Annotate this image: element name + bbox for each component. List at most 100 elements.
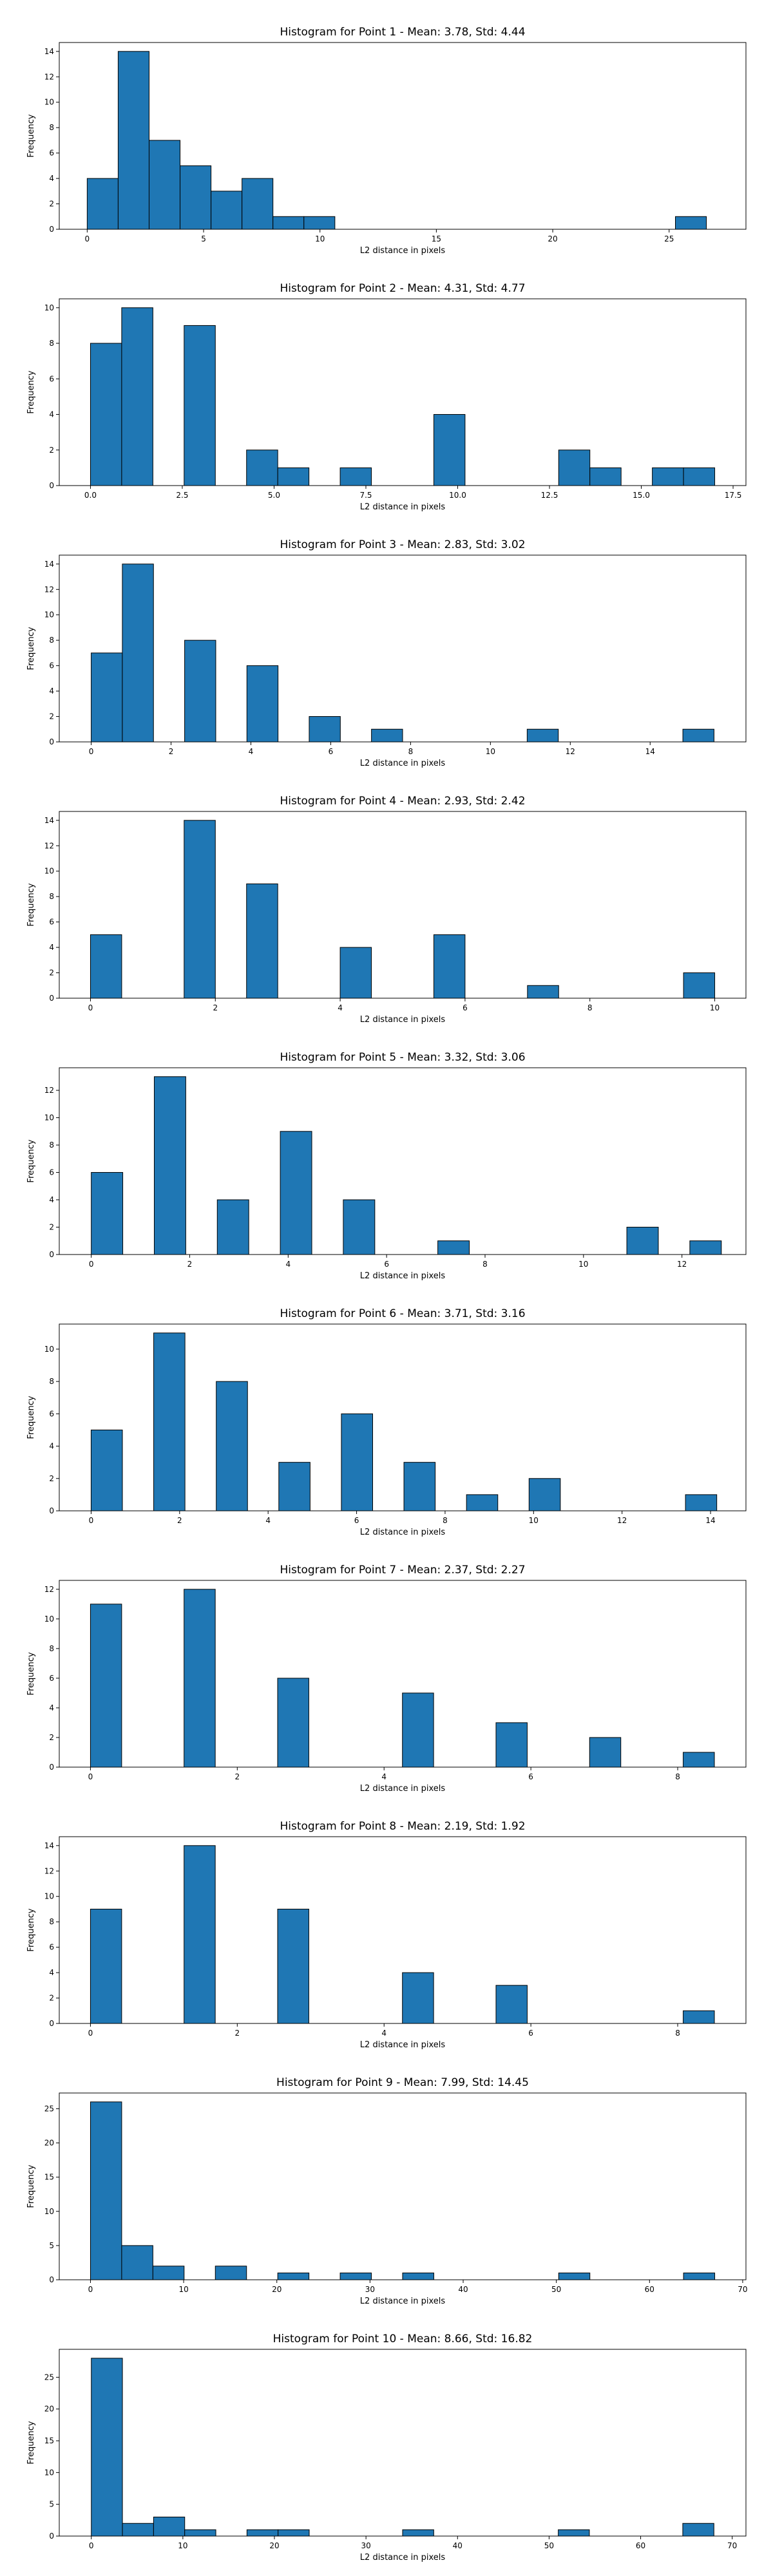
- histogram-bar: [437, 1240, 470, 1255]
- x-axis-label: L2 distance in pixels: [360, 2297, 446, 2306]
- histogram-bar: [184, 820, 216, 999]
- x-tick-label: 10: [315, 234, 325, 243]
- histogram-bar: [184, 1589, 216, 1768]
- y-tick-label: 12: [44, 1086, 54, 1095]
- histogram-bar: [682, 728, 714, 743]
- histogram-bar: [153, 1076, 186, 1255]
- histogram-chart-1: Histogram for Point 1 - Mean: 3.78, Std:…: [26, 26, 747, 256]
- histogram-bar: [683, 2272, 716, 2280]
- y-tick-label: 4: [49, 174, 54, 183]
- x-tick-label: 5.0: [268, 491, 280, 500]
- x-tick-label: 8: [443, 1516, 448, 1525]
- y-tick-label: 14: [44, 1841, 54, 1850]
- histogram-bar: [216, 1199, 249, 1255]
- y-axis-label: Frequency: [26, 883, 36, 926]
- y-tick-label: 25: [44, 2372, 54, 2382]
- x-tick-label: 4: [249, 747, 254, 756]
- histogram-bar: [246, 883, 278, 999]
- x-tick-label: 12: [566, 747, 575, 756]
- y-tick-label: 2: [49, 200, 54, 209]
- y-tick-label: 4: [49, 410, 54, 419]
- chart-title: Histogram for Point 8 - Mean: 2.19, Std:…: [280, 1820, 525, 1833]
- y-tick-label: 0: [49, 2275, 54, 2284]
- x-tick-label: 60: [645, 2285, 654, 2294]
- histogram-bar: [339, 2272, 372, 2280]
- histogram-bar: [466, 1494, 499, 1511]
- x-tick-label: 50: [544, 2541, 554, 2550]
- y-tick-label: 10: [44, 1345, 54, 1354]
- x-tick-label: 50: [551, 2285, 561, 2294]
- histogram-bar: [184, 639, 216, 743]
- y-tick-label: 12: [44, 841, 54, 850]
- y-tick-label: 12: [44, 1866, 54, 1875]
- y-axis-label: Frequency: [26, 1908, 36, 1951]
- histogram-bar: [495, 1722, 528, 1768]
- y-tick-label: 0: [49, 1506, 54, 1515]
- y-tick-label: 2: [49, 446, 54, 455]
- histogram-bar: [495, 1985, 528, 2024]
- x-tick-label: 10: [178, 2285, 188, 2294]
- plot-frame: [59, 1580, 747, 1768]
- histogram-bar: [278, 2529, 310, 2537]
- y-tick-label: 2: [49, 1474, 54, 1483]
- histogram-bar: [339, 467, 372, 486]
- x-tick-label: 15.0: [633, 491, 650, 500]
- x-tick-label: 2: [235, 1772, 240, 1781]
- x-tick-label: 4: [286, 1260, 291, 1269]
- y-tick-label: 12: [44, 585, 54, 594]
- y-tick-label: 10: [44, 98, 54, 107]
- y-tick-label: 8: [49, 1141, 54, 1150]
- histogram-bar: [589, 467, 622, 486]
- chart-title: Histogram for Point 10 - Mean: 8.66, Std…: [273, 2333, 533, 2345]
- histogram-chart-5: Histogram for Point 5 - Mean: 3.32, Std:…: [26, 1051, 747, 1281]
- x-tick-label: 10: [578, 1260, 588, 1269]
- y-tick-label: 2: [49, 712, 54, 721]
- y-tick-label: 10: [44, 1892, 54, 1901]
- x-tick-label: 14: [645, 747, 655, 756]
- x-axis-label: L2 distance in pixels: [360, 502, 446, 512]
- x-tick-label: 4: [381, 1772, 386, 1781]
- histogram-bar: [371, 728, 403, 743]
- histogram-bar: [682, 2523, 714, 2537]
- histogram-bar: [683, 972, 716, 999]
- histogram-bar: [90, 343, 122, 486]
- y-tick-label: 6: [49, 1168, 54, 1177]
- histogram-bar: [528, 1478, 561, 1511]
- x-tick-label: 4: [338, 1003, 343, 1012]
- histogram-bar: [403, 1462, 436, 1511]
- histogram-bar: [309, 716, 341, 743]
- x-tick-label: 25: [664, 234, 674, 243]
- chart-title: Histogram for Point 9 - Mean: 7.99, Std:…: [276, 2076, 529, 2089]
- x-tick-label: 70: [727, 2541, 737, 2550]
- chart-title: Histogram for Point 5 - Mean: 3.32, Std:…: [280, 1051, 525, 1064]
- x-axis-label: L2 distance in pixels: [360, 1015, 446, 1025]
- y-tick-label: 12: [44, 1585, 54, 1594]
- y-tick-label: 4: [49, 1442, 54, 1451]
- y-tick-label: 6: [49, 1409, 54, 1418]
- histogram-chart-8: Histogram for Point 8 - Mean: 2.19, Std:…: [26, 1820, 747, 2050]
- x-tick-label: 12: [677, 1260, 687, 1269]
- x-tick-label: 0: [89, 1260, 94, 1269]
- plot-frame: [59, 42, 747, 230]
- plot-frame: [59, 1836, 747, 2024]
- x-tick-label: 40: [453, 2541, 463, 2550]
- y-tick-label: 15: [44, 2173, 54, 2182]
- histogram-bar: [277, 2272, 310, 2280]
- histogram-bar: [184, 2529, 216, 2537]
- histogram-bar: [91, 1172, 124, 1255]
- x-tick-label: 7.5: [359, 491, 372, 500]
- histogram-chart-2: Histogram for Point 2 - Mean: 4.31, Std:…: [26, 282, 747, 512]
- y-tick-label: 14: [44, 47, 54, 56]
- y-axis-label: Frequency: [26, 114, 36, 157]
- y-tick-label: 14: [44, 816, 54, 825]
- y-axis-label: Frequency: [26, 370, 36, 413]
- y-tick-label: 5: [49, 2241, 54, 2250]
- histogram-bar: [184, 325, 216, 486]
- histogram-bar: [216, 1381, 248, 1511]
- histogram-bar: [402, 2529, 434, 2537]
- x-tick-label: 6: [329, 747, 334, 756]
- y-tick-label: 6: [49, 1674, 54, 1683]
- plot-frame: [59, 2349, 747, 2537]
- y-tick-label: 8: [49, 123, 54, 132]
